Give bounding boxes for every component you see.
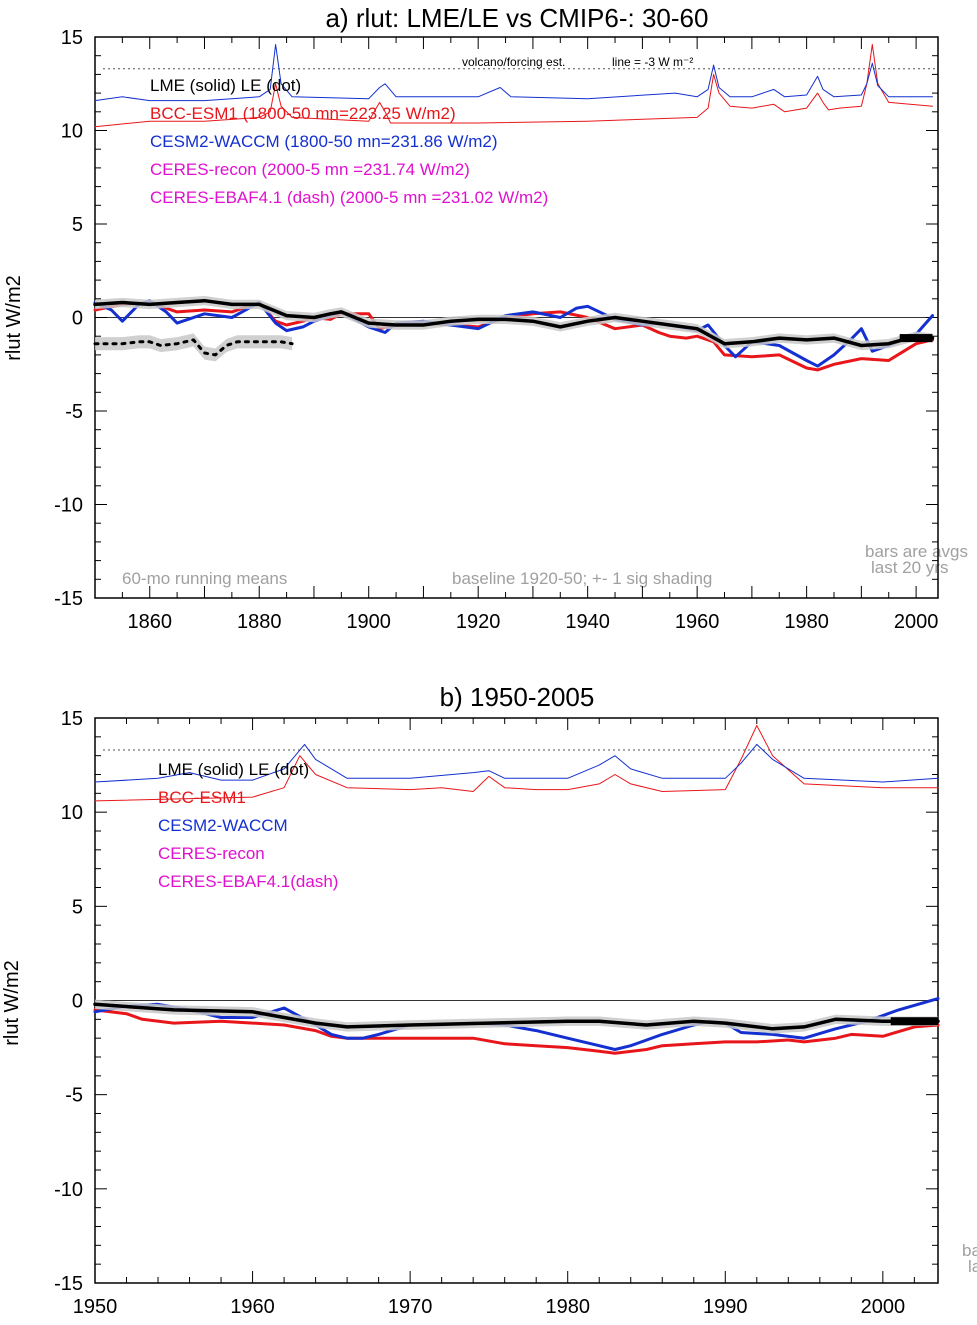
- panel-b-series-cesm2-waccm: [94, 743, 939, 783]
- panel-b-ytick-label: 0: [72, 991, 83, 1013]
- panel-a-running-note: 60-mo running means: [122, 569, 287, 588]
- panel-b-legend-item: LME (solid) LE (dot): [158, 760, 309, 779]
- panel-a-legend-item: BCC-ESM1 (1800-50 mn=223.25 W/m2): [150, 104, 456, 123]
- panel-a-legend-item: CERES-recon (2000-5 mn =231.74 W/m2): [150, 160, 470, 179]
- panel-a-series-bcc-esm1: [94, 44, 933, 128]
- panel-a-shading-lme: [95, 296, 933, 351]
- panel-b-xtick-label: 1970: [388, 1296, 433, 1318]
- panel-a-ytick-label: 15: [61, 27, 83, 49]
- panel-b-xtick-label: 1990: [703, 1296, 748, 1318]
- panel-a-xtick-label: 1960: [675, 611, 720, 633]
- panel-a-volcano-note: volcano/forcing est.: [462, 55, 565, 69]
- panel-b-legend-item: CESM2-WACCM: [158, 816, 288, 835]
- panel-b-xtick-label: 2000: [861, 1296, 906, 1318]
- panel-a-series-cesm2-waccm-60mo: [93, 299, 934, 368]
- panel-a-xtick-label: 1940: [565, 611, 610, 633]
- panel-a-legend-item: LME (solid) LE (dot): [150, 76, 301, 95]
- panel-a-series-lme: [93, 298, 935, 348]
- panel-a-legend-item: CESM2-WACCM (1800-50 mn=231.86 W/m2): [150, 132, 498, 151]
- panel-a-ytick-label: 0: [72, 308, 83, 330]
- panel-a-plot: 15 10 5 0 -5 -10 -15 1860 1880 1900 1920 1940 1960 19…: [54, 27, 939, 633]
- panel-b-bars-note-1: bars are avgs: [962, 1241, 977, 1260]
- panel-a-series-cesm2-waccm: [94, 44, 933, 102]
- panel-a-avg-bar: [899, 334, 933, 343]
- panel-a-xtick-label: 1900: [346, 611, 391, 633]
- panel-b-ytick-label: -15: [54, 1273, 83, 1295]
- panel-a-legend-item: CERES-EBAF4.1 (dash) (2000-5 mn =231.02 …: [150, 188, 548, 207]
- panel-b-series-lme: [93, 1002, 940, 1031]
- panel-a-ytick-label: -10: [54, 495, 83, 517]
- panel-b-bars-note-2: last 20 yrs: [968, 1257, 977, 1276]
- panel-a-xtick-label: 2000: [894, 611, 939, 633]
- panel-b-avg-bar: [890, 1017, 938, 1026]
- panel-a-ytick-label: -15: [54, 588, 83, 610]
- panel-a-xtick-label: 1980: [784, 611, 829, 633]
- panel-b-ytick-label: -5: [65, 1085, 83, 1107]
- panel-a-ytick-label: 10: [61, 121, 83, 143]
- panel-b-ytick-label: 5: [72, 896, 83, 918]
- panel-a-bars-note-2: last 20 yrs: [871, 558, 948, 577]
- panel-a-xtick-label: 1920: [456, 611, 501, 633]
- panel-b-series-bcc-esm1-60mo: [93, 1008, 940, 1055]
- panel-a-baseline-note: baseline 1920-50; +- 1 sig shading: [452, 569, 712, 588]
- panel-a-line-note: line = -3 W m⁻²: [612, 55, 693, 69]
- panel-a-series-le: [93, 338, 294, 357]
- panel-b-ytick-label: 10: [61, 802, 83, 824]
- panel-a-shading-le: [95, 333, 293, 362]
- panel-b-xtick-label: 1950: [73, 1296, 118, 1318]
- panel-a-ylabel: rlut W/m2: [3, 275, 25, 361]
- panel-b-title: b) 1950-2005: [440, 682, 595, 712]
- panel-a-ytick-label: 5: [72, 214, 83, 236]
- panel-b-xtick-label: 1980: [545, 1296, 590, 1318]
- panel-a-ytick-label: -5: [65, 401, 83, 423]
- panel-b-legend-item: CERES-recon: [158, 844, 265, 863]
- panel-b-ytick-label: 15: [61, 708, 83, 730]
- panel-a-xtick-label: 1880: [237, 611, 282, 633]
- panel-a-xtick-label: 1860: [127, 611, 172, 633]
- panel-b-series-bcc-esm1: [94, 725, 939, 802]
- panel-b-ytick-label: -10: [54, 1179, 83, 1201]
- panel-b-ylabel: rlut W/m2: [1, 960, 23, 1046]
- panel-b-legend-item: BCC-ESM1: [158, 788, 246, 807]
- panel-b-legend-item: CERES-EBAF4.1(dash): [158, 872, 338, 891]
- panel-b-xtick-label: 1960: [230, 1296, 275, 1318]
- panel-a-bars-note-1: bars are avgs: [865, 542, 968, 561]
- panel-a-title: a) rlut: LME/LE vs CMIP6-: 30-60: [326, 3, 709, 33]
